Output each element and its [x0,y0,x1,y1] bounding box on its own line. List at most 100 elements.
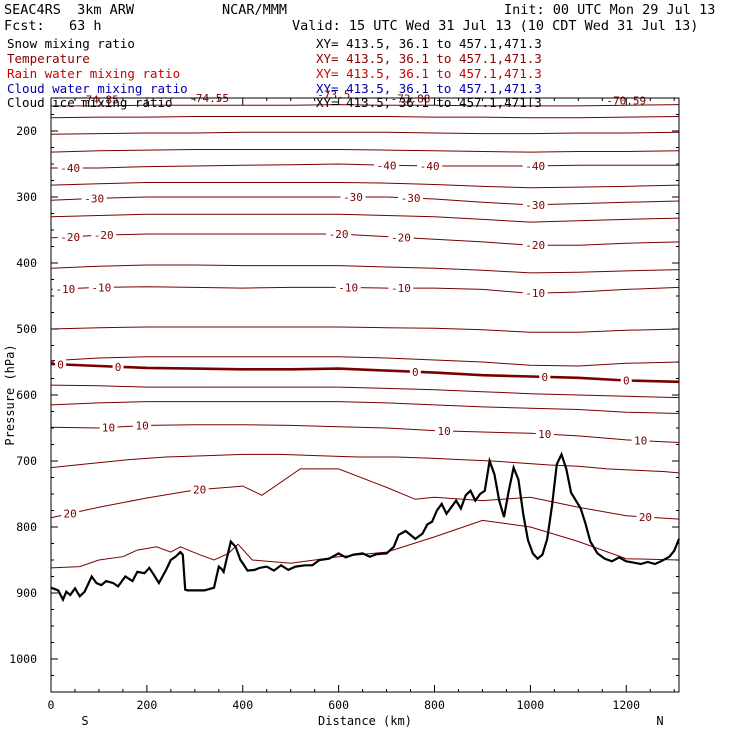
isotherm-label: 10 [538,428,551,441]
isotherm-label-bg [417,159,443,172]
x-tick-label: 1200 [612,698,640,712]
legend-range-snow: XY= 413.5, 36.1 to 457.1,471.3 [316,36,542,51]
isotherm-line [51,104,680,107]
isotherm-label: -10 [338,282,358,295]
isotherm-label-bg [81,192,107,205]
isotherm-line [50,213,680,223]
isotherm-line [50,264,680,274]
y-tick-label: 500 [16,322,37,336]
north-label: N [656,714,663,728]
isotherm-label: -40 [420,160,440,173]
isotherm-label: 0 [541,371,548,384]
isotherm-label: 0 [57,358,64,371]
isotherm-label: 20 [193,484,206,497]
y-axis-title: Pressure (hPa) [3,344,17,445]
isotherm-label-bg [522,198,548,211]
isotherm-label-bg [374,159,400,172]
x-tick-label: 200 [136,698,157,712]
isotherm-label: -40 [60,162,80,175]
legend-label-rain: Rain water mixing ratio [7,66,181,81]
isotherm-label: -30 [525,199,545,212]
isotherm-line [50,424,680,443]
x-tick-label: 0 [48,698,55,712]
isotherm-label: -20 [94,229,114,242]
y-tick-label: 200 [16,124,37,138]
isotherm-label-bg [636,510,655,523]
y-tick-label: 800 [16,520,37,534]
isotherm-label-bg [52,282,78,295]
isotherm-label-bg [522,239,548,252]
terrain-layer [50,451,681,603]
isotherm-label-bg [398,191,424,204]
isotherm-line [50,286,680,294]
legend-range-temperature: XY= 413.5, 36.1 to 457.1,471.3 [316,51,542,66]
isotherm-line [50,326,680,333]
isotherm-label-bg [631,434,650,447]
freezing-level-line [50,362,680,384]
isotherm-label: -40 [377,159,397,172]
isotherm-line [50,116,680,119]
valid-time: Valid: 15 UTC Wed 31 Jul 13 (10 CDT Wed … [292,18,699,34]
isotherm-label: -40 [525,160,545,173]
legend-label-cloud-ice: Cloud ice mixing ratio [7,95,173,110]
isotherm-label-bg [435,424,454,437]
org-label: NCAR/MMM [222,2,288,18]
isotherm-label: 0 [412,366,419,379]
isotherm-label: -20 [391,231,411,244]
isotherm-line [50,131,680,135]
y-tick-label: 400 [16,256,37,270]
isotherm-label: -20 [525,239,545,252]
isotherm-label: 10 [102,421,115,434]
isotherm-label-bg [620,374,632,387]
isotherm-label-bg [61,507,80,520]
isotherm-label: 0 [115,361,122,374]
model-title: SEAC4RS 3km ARW [4,2,135,18]
isotherm-line [50,182,680,189]
isotherm-label: 20 [639,511,652,524]
init-time: Init: 00 UTC Mon 29 Jul 13 [504,2,716,18]
isotherm-label-bg [112,360,124,373]
x-tick-label: 1000 [517,698,545,712]
isotherm-label: 10 [634,435,647,448]
terrain-line [50,451,681,603]
legend-range-cloud-water: XY= 413.5, 36.1 to 457.1,471.3 [316,81,542,96]
isotherm-label-bg [388,231,414,244]
x-tick-label: 400 [232,698,253,712]
isotherm-label: -30 [401,192,421,205]
contour-layer: -40 -40 -40 -40 -30 -30 -30 -30 -20 -20 -20 -20 -20 -… [50,104,680,569]
y-tick-label: 600 [16,388,37,402]
isotherm-line [50,233,680,246]
isotherm-label-bg [190,483,209,496]
isotherm-label: 10 [135,420,148,433]
y-tick-label: 900 [16,586,37,600]
isotherm-line [51,163,679,169]
isotherm-label: -10 [55,283,75,296]
isotherm-label-bg [522,159,548,172]
y-tick-label: 300 [16,190,37,204]
x-axis-title: Distance (km) [318,714,412,728]
isotherm-line [50,453,680,474]
isotherm-label-bg [539,370,551,383]
isotherm-label-bg [326,227,352,240]
isotherm-line [50,149,680,153]
isotherm-label-bg [88,281,114,294]
forecast-hour: Fcst: 63 h [4,18,102,34]
isotherm-label-bg [99,421,118,434]
isotherm-line [50,519,680,569]
isotherm-label: -30 [343,191,363,204]
isotherm-line [50,468,680,520]
isotherm-label-bg [388,282,414,295]
isotherm-label: -20 [329,228,349,241]
isotherm-label: 10 [437,425,450,438]
isotherm-label-bg [133,419,152,432]
x-tick-label: 800 [424,698,445,712]
isotherm-label-bg [57,230,83,243]
isotherm-label-bg [340,191,366,203]
isotherm-line [50,356,680,367]
isotherm-label-bg [535,428,554,441]
isotherm-label: -10 [91,281,111,294]
isotherm-label-bg [335,281,361,294]
isotherm-line [50,384,680,399]
